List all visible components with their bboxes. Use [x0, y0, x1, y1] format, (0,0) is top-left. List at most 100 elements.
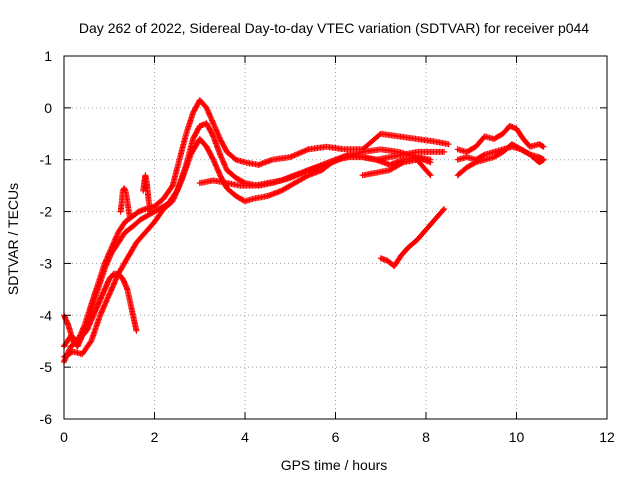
data-point [375, 159, 377, 161]
x-tick-label: 0 [60, 429, 68, 445]
data-point [538, 161, 540, 163]
data-point [475, 146, 477, 148]
series-track-4 [196, 148, 448, 189]
data-point [192, 138, 194, 140]
data-point [457, 159, 459, 161]
y-tick-label: -3 [40, 255, 53, 271]
data-point [131, 226, 133, 228]
data-point [172, 200, 174, 202]
data-point [407, 247, 409, 249]
data-point [70, 345, 72, 347]
data-point [124, 231, 126, 233]
data-point [307, 174, 309, 176]
data-point [72, 340, 74, 342]
x-tick-label: 6 [332, 429, 340, 445]
x-tick-label: 8 [422, 429, 430, 445]
data-point [117, 273, 119, 275]
data-point [199, 99, 201, 101]
data-point [267, 182, 269, 184]
data-point [343, 148, 346, 150]
data-point [434, 140, 436, 143]
y-axis-label: SDTVAR / TECUs [5, 183, 21, 295]
data-point [375, 172, 377, 174]
data-point [239, 185, 242, 187]
data-point [135, 330, 137, 332]
data-point [205, 107, 208, 109]
data-point [235, 177, 237, 179]
y-tick-label: -4 [40, 307, 53, 323]
data-point [520, 148, 522, 150]
data-point [484, 153, 486, 156]
data-point [267, 195, 269, 197]
data-point [121, 200, 123, 202]
data-point [253, 185, 255, 187]
data-point [129, 216, 131, 218]
data-point [144, 174, 147, 176]
data-point [402, 153, 404, 156]
data-point [123, 187, 125, 189]
data-point [131, 309, 133, 311]
data-point [76, 345, 79, 347]
data-point [429, 159, 432, 161]
data-point [212, 122, 214, 125]
series-track-5 [359, 156, 434, 179]
data-point [466, 156, 468, 158]
data-point [138, 210, 140, 213]
data-point [235, 159, 237, 161]
data-point [389, 156, 391, 158]
data-point [457, 174, 459, 176]
data-point [307, 169, 309, 171]
data-point [142, 190, 144, 192]
data-point [219, 153, 221, 156]
data-point [280, 190, 282, 192]
data-point [126, 200, 128, 202]
data-point [178, 159, 180, 161]
x-tick-label: 2 [151, 429, 159, 445]
data-point [205, 122, 208, 125]
data-point [416, 138, 418, 140]
data-point [294, 182, 296, 184]
data-point [90, 309, 92, 311]
series-track-10 [454, 141, 547, 179]
data-point [199, 125, 201, 127]
data-point [147, 195, 149, 197]
data-point [253, 198, 255, 200]
x-axis-label: GPS time / hours [281, 457, 388, 473]
data-point [226, 187, 228, 189]
data-point [153, 221, 156, 223]
data-point [144, 231, 147, 233]
data-point [515, 128, 518, 130]
data-point [143, 179, 146, 182]
data-point [235, 195, 237, 197]
data-point [117, 242, 119, 244]
data-point [425, 229, 427, 231]
data-point [398, 151, 400, 153]
data-point [144, 208, 147, 210]
data-point [362, 156, 364, 158]
data-point [113, 273, 115, 275]
data-point [538, 143, 540, 145]
data-point [271, 159, 273, 161]
data-point [334, 159, 337, 161]
data-point [511, 143, 513, 145]
data-point [502, 151, 504, 153]
data-point [110, 247, 113, 249]
data-point [226, 151, 228, 153]
data-point-markers [117, 185, 133, 220]
data-point [493, 151, 495, 153]
data-point [199, 182, 201, 184]
data-point [443, 208, 445, 210]
data-point [386, 260, 389, 262]
data-point [244, 200, 246, 202]
data-point [398, 135, 400, 137]
data-point [509, 125, 511, 127]
y-tick-label: -1 [40, 152, 53, 168]
data-point [135, 242, 137, 244]
data-point [389, 164, 391, 166]
data-point [294, 174, 296, 176]
series-spike-a [117, 185, 133, 220]
axis-ticks: 0 2 4 6 8 10 12 -6 -5 -4 -3 -2 -1 0 1 [40, 48, 615, 445]
data-point [484, 135, 486, 137]
data-point [493, 138, 495, 140]
